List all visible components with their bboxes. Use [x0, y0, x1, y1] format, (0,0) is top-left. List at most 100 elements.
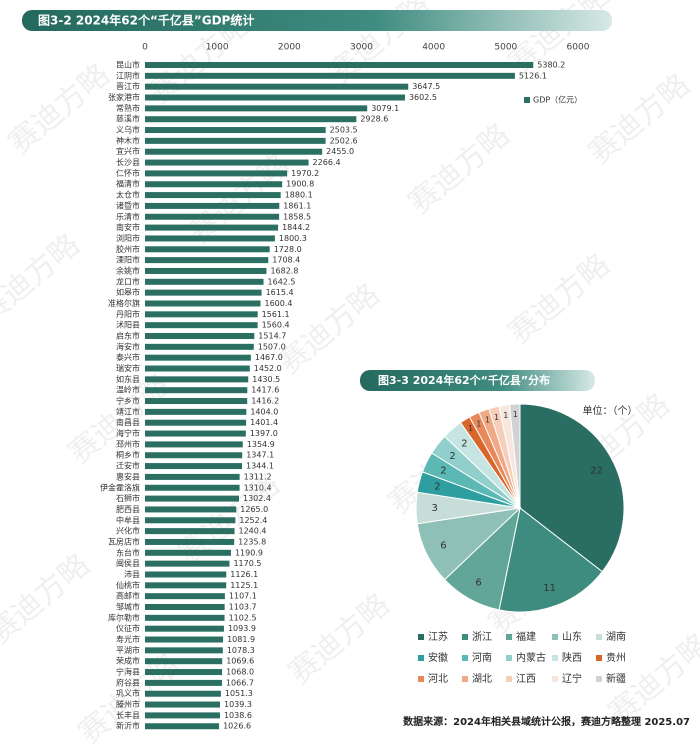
legend-label: 河南 [472, 651, 492, 664]
value-label: 1861.1 [283, 201, 311, 210]
bar [145, 473, 240, 480]
value-label: 5126.1 [519, 71, 547, 80]
bar [145, 452, 243, 459]
category-label: 昆山市 [116, 60, 140, 70]
category-label: 诸暨市 [116, 200, 140, 210]
value-label: 5380.2 [537, 61, 565, 70]
value-label: 1252.4 [239, 516, 267, 525]
bar [145, 62, 534, 68]
legend-swatch [506, 655, 512, 661]
value-label: 1093.9 [228, 624, 256, 633]
legend-label: 浙江 [472, 631, 492, 643]
legend-label: 陕西 [562, 651, 582, 664]
value-label: 1642.5 [268, 277, 296, 286]
bar [145, 679, 222, 686]
slice-label: 6 [475, 578, 481, 589]
value-label: 1452.0 [254, 364, 282, 373]
value-label: 2455.0 [326, 147, 354, 156]
value-label: 1507.0 [258, 342, 286, 351]
bar [145, 224, 279, 231]
category-label: 沭阳县 [116, 320, 140, 330]
value-label: 3602.5 [409, 93, 437, 102]
value-label: 1068.0 [226, 668, 254, 677]
slice-label: 6 [440, 541, 446, 552]
pie-slice [498, 507, 603, 613]
bar [145, 484, 240, 491]
bar [145, 376, 249, 383]
category-label: 溧阳市 [116, 255, 140, 265]
category-label: 晋江市 [116, 81, 140, 91]
slice-label: 1 [494, 413, 499, 422]
bar [145, 712, 220, 719]
category-label: 平湖市 [116, 645, 140, 655]
category-label: 仪征市 [116, 623, 140, 633]
bar [145, 571, 227, 578]
value-label: 1078.3 [227, 646, 255, 655]
value-label: 1066.7 [226, 678, 254, 687]
value-label: 1026.6 [223, 722, 251, 731]
category-label: 如皋市 [116, 287, 140, 297]
bar [145, 202, 280, 209]
value-label: 2266.4 [313, 158, 341, 167]
bar [145, 235, 275, 242]
value-label: 1880.1 [285, 191, 313, 200]
watermark: 赛迪方略 [0, 547, 97, 651]
legend-swatch [506, 634, 512, 640]
slice-label: 1 [503, 411, 508, 420]
pie-annotation: 单位：（个） [583, 404, 638, 417]
bar [145, 495, 239, 502]
bar [145, 441, 243, 448]
bar [145, 181, 283, 188]
category-label: 邹城市 [116, 602, 140, 612]
category-label: 迁安市 [116, 461, 140, 471]
value-label: 1310.4 [244, 483, 272, 492]
bar [145, 72, 515, 79]
category-label: 义乌市 [116, 125, 140, 135]
value-label: 1561.1 [262, 310, 290, 319]
value-label: 1708.4 [272, 256, 300, 265]
category-label: 神木市 [116, 135, 140, 145]
value-label: 1039.3 [224, 700, 252, 709]
value-label: 1430.5 [252, 375, 280, 384]
slice-label: 2 [440, 465, 446, 476]
bar [145, 278, 264, 285]
value-label: 1038.6 [224, 711, 252, 720]
bar [145, 549, 231, 556]
category-label: 太仓市 [116, 190, 140, 200]
bar [145, 170, 288, 177]
value-label: 1125.1 [230, 581, 258, 590]
watermark: 赛迪方略 [2, 57, 116, 161]
pie-title-band [360, 370, 595, 391]
value-label: 1311.2 [244, 472, 272, 481]
category-label: 沛县 [124, 569, 140, 579]
bar [145, 159, 309, 166]
legend-label: 内蒙古 [516, 651, 546, 664]
slice-label: 2 [461, 438, 467, 449]
value-label: 2928.6 [360, 115, 388, 124]
category-label: 靖江市 [116, 406, 140, 416]
watermark: 赛迪方略 [502, 247, 616, 351]
bar [145, 463, 242, 470]
category-label: 石狮市 [116, 493, 140, 503]
value-label: 2503.5 [330, 126, 358, 135]
bar [145, 614, 225, 621]
value-label: 1682.8 [270, 266, 298, 275]
bar [145, 690, 221, 697]
category-label: 惠安县 [116, 471, 140, 481]
value-label: 1107.1 [229, 592, 257, 601]
value-label: 1970.2 [291, 169, 319, 178]
category-label: 宜兴市 [116, 146, 140, 156]
bar [145, 604, 225, 610]
legend-swatch [596, 676, 602, 682]
bar [145, 365, 250, 372]
value-label: 1126.1 [230, 570, 258, 579]
category-label: 长丰县 [116, 710, 140, 720]
category-label: 丹阳市 [116, 309, 140, 319]
bar [145, 354, 251, 361]
bar [145, 582, 227, 589]
category-label: 宁海县 [116, 667, 140, 677]
category-label: 慈溪市 [116, 114, 140, 124]
bar [145, 213, 280, 220]
value-label: 3079.1 [371, 104, 399, 113]
